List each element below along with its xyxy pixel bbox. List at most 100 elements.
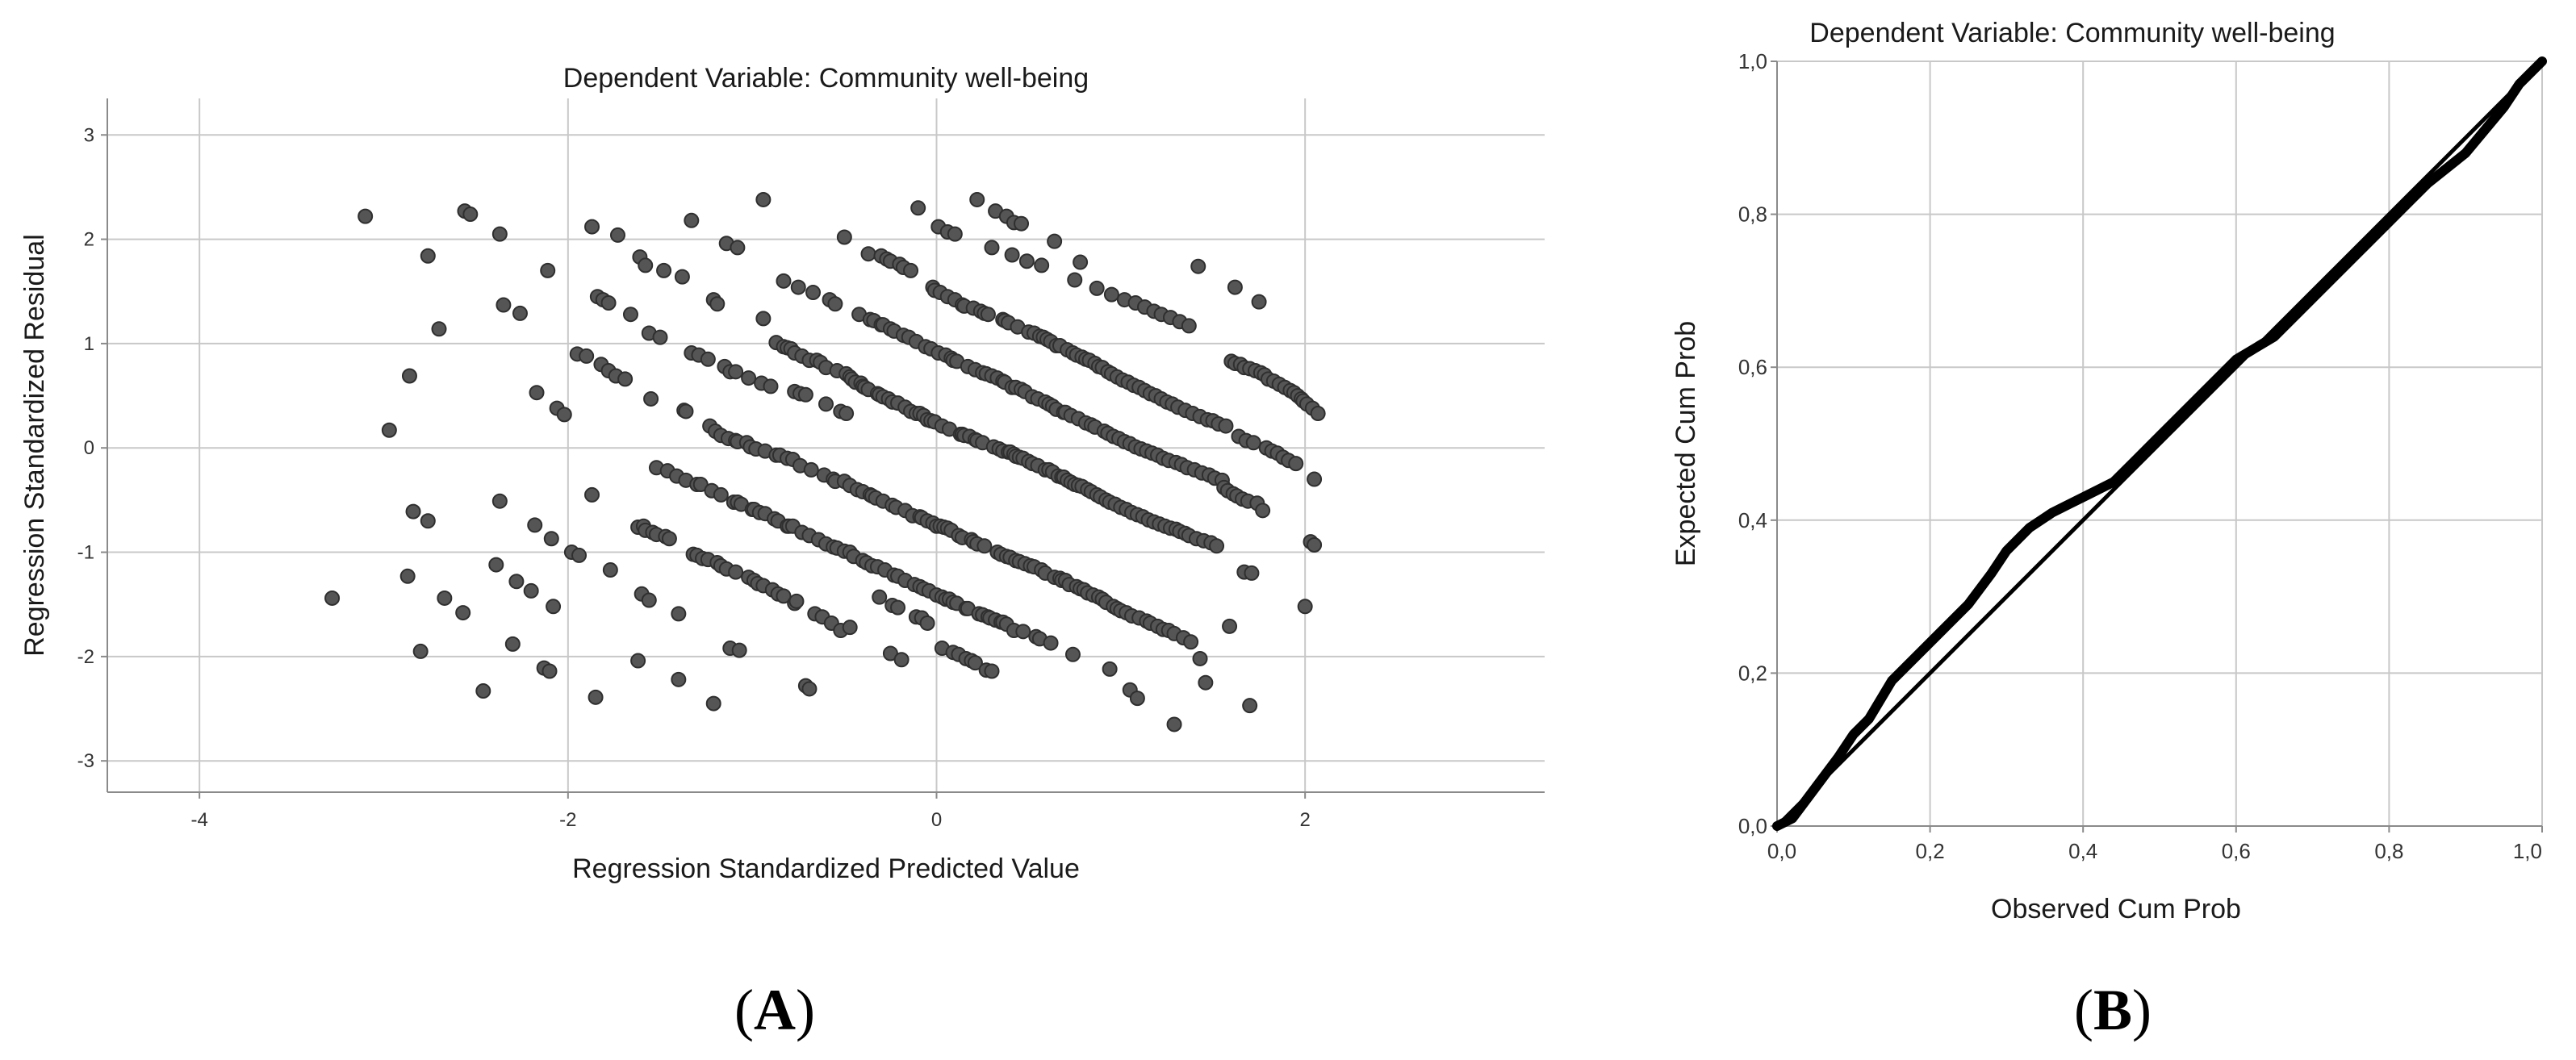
chart-a-point <box>618 372 632 386</box>
chart-a-point <box>642 594 656 607</box>
chart-a-point <box>671 673 685 686</box>
chart-a-x-tick-label: 0 <box>931 809 942 831</box>
chart-a-point <box>729 565 742 579</box>
chart-a-point <box>1223 620 1236 633</box>
chart-a-point <box>776 274 790 288</box>
chart-a-point <box>843 620 857 634</box>
chart-a-point <box>985 240 999 254</box>
chart-a-point <box>1307 538 1321 552</box>
chart-a-point <box>437 591 451 605</box>
chart-a-point <box>675 270 689 284</box>
chart-a-point <box>631 654 645 668</box>
chart-a-point <box>1068 273 1081 287</box>
chart-a-point <box>611 228 625 242</box>
panel-letter-b: B <box>2093 978 2132 1042</box>
chart-a-point <box>1044 636 1058 650</box>
chart-a-point <box>1256 503 1269 517</box>
chart-a-point <box>1307 473 1321 486</box>
chart-a-point <box>1066 648 1080 661</box>
chart-a-point <box>872 591 886 604</box>
chart-a-point <box>733 644 746 657</box>
chart-a-point <box>1073 256 1087 269</box>
chart-b-x-tick-label: 0,0 <box>1767 839 1796 863</box>
chart-a-y-tick-label: 0 <box>84 437 94 459</box>
chart-a-point <box>654 331 667 344</box>
chart-a-point <box>895 653 909 666</box>
chart-a-point <box>589 691 603 704</box>
chart-a-point <box>1105 288 1119 302</box>
chart-a-point <box>977 539 991 553</box>
chart-a-point <box>839 407 853 420</box>
chart-a-point <box>604 563 617 577</box>
chart-a-y-axis-label: Regression Standardized Residual <box>19 234 50 657</box>
chart-a-point <box>792 281 805 294</box>
chart-a-point <box>1210 539 1223 553</box>
chart-a-point <box>904 264 918 278</box>
chart-a-plot-area <box>107 98 1545 792</box>
chart-a-title: Dependent Variable: Community well-being <box>563 63 1089 94</box>
chart-a-x-tick-label: -4 <box>190 809 207 831</box>
chart-a-point <box>383 424 396 437</box>
chart-a: -4 -2 0 2 -3 -2 -1 0 1 2 3 Dependent Variable: Com… <box>19 63 1545 884</box>
chart-a-point <box>679 404 692 418</box>
chart-a-point <box>981 307 995 321</box>
chart-a-x-tick-label: -2 <box>559 809 576 831</box>
chart-a-point <box>325 591 339 605</box>
chart-a-point <box>421 249 435 263</box>
chart-a-point <box>1311 407 1325 420</box>
chart-b-y-tick-label: 0,2 <box>1738 661 1767 685</box>
chart-a-point <box>948 227 962 241</box>
chart-a-point <box>1006 248 1019 261</box>
chart-a-point <box>1035 258 1048 272</box>
chart-a-point <box>358 210 372 223</box>
chart-a-point <box>489 558 503 572</box>
chart-a-y-tick-label: -1 <box>77 542 94 564</box>
chart-a-point <box>970 193 984 207</box>
chart-a-point <box>638 258 652 272</box>
chart-b-x-tick-label: 0,4 <box>2068 839 2097 863</box>
chart-a-point <box>543 664 557 678</box>
chart-a-point <box>1131 691 1144 705</box>
chart-a-point <box>1168 717 1181 731</box>
chart-a-y-tick-label: -3 <box>77 750 94 772</box>
chart-a-point <box>528 518 542 532</box>
chart-a-point <box>802 682 816 695</box>
chart-a-point <box>707 697 721 711</box>
chart-a-point <box>1191 260 1205 273</box>
chart-b: 0,0 0,2 0,4 0,6 0,8 1,0 0,0 0,2 0,4 0,6 0,8 1,0 Dep… <box>1671 18 2542 924</box>
chart-a-point <box>496 298 510 312</box>
chart-a-point <box>742 371 755 385</box>
chart-b-x-tick-label: 0,6 <box>2222 839 2251 863</box>
chart-a-point <box>1016 624 1030 638</box>
chart-a-point <box>1194 652 1207 666</box>
chart-a-point <box>764 379 778 393</box>
chart-a-point <box>1247 436 1261 449</box>
chart-a-point <box>862 247 876 261</box>
chart-a-point <box>421 514 435 528</box>
chart-a-point <box>585 220 599 234</box>
chart-a-point <box>806 286 820 299</box>
chart-a-point <box>407 505 420 519</box>
chart-a-y-tick-label: 2 <box>84 229 94 251</box>
chart-a-point <box>710 297 724 311</box>
chart-a-point <box>558 407 571 421</box>
chart-a-point <box>819 397 833 411</box>
chart-b-y-tick-label: 1,0 <box>1738 49 1767 73</box>
chart-a-point <box>433 322 446 336</box>
chart-a-point <box>1014 217 1028 231</box>
chart-a-point <box>730 240 744 254</box>
chart-a-x-tick-label: 2 <box>1299 809 1310 831</box>
chart-b-x-tick-label: 1,0 <box>2513 839 2542 863</box>
chart-a-point <box>506 637 520 651</box>
chart-a-point <box>1103 662 1117 676</box>
chart-a-point <box>805 463 818 477</box>
chart-a-y-tick-label: -2 <box>77 646 94 668</box>
chart-b-x-axis-label: Observed Cum Prob <box>1991 894 2241 924</box>
chart-a-point <box>1252 295 1266 309</box>
chart-b-x-tick-label: 0,2 <box>1916 839 1945 863</box>
chart-a-point <box>546 599 560 613</box>
panel-label-a-text: (A) <box>734 978 815 1042</box>
chart-b-y-tick-label: 0,8 <box>1738 202 1767 227</box>
chart-a-point <box>1182 319 1196 332</box>
chart-a-point <box>585 488 599 502</box>
